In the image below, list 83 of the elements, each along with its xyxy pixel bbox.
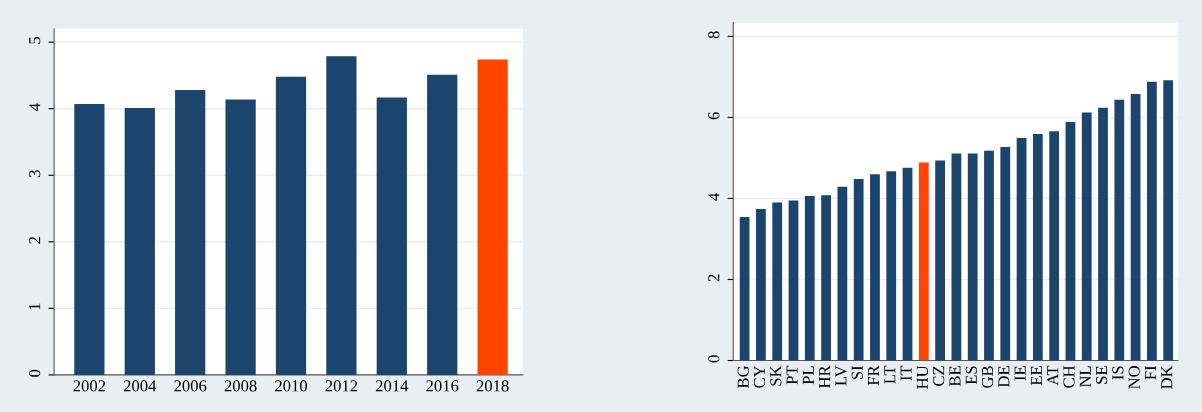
y-tick-label: 0 [708, 355, 720, 363]
x-tick-label: DK [1161, 365, 1173, 389]
bar [870, 174, 880, 361]
bar [739, 217, 750, 361]
x-tick-label: HR [819, 365, 831, 389]
bar [1065, 121, 1076, 361]
x-tick-label: 2012 [325, 380, 358, 392]
bar [1049, 131, 1060, 361]
y-tick-label: 1 [29, 303, 41, 310]
bar [935, 160, 945, 361]
y-tick-label: 2 [708, 274, 720, 282]
x-tick-label: LV [835, 365, 847, 386]
bar [326, 56, 357, 375]
bar [756, 209, 766, 361]
x-tick-label: CH [1063, 365, 1075, 388]
x-tick-label: 2004 [123, 380, 157, 392]
bar [427, 74, 458, 375]
y-tick-label: 5 [29, 37, 41, 44]
x-tick-label: 2002 [73, 380, 106, 392]
x-tick-label: 2018 [476, 380, 509, 392]
x-tick-label: PL [802, 366, 814, 385]
x-tick-label: SK [770, 365, 782, 386]
x-tick-label: EE [1030, 366, 1042, 386]
bar [837, 186, 848, 361]
x-tick-label: IT [900, 365, 912, 381]
x-tick-label: AT [1047, 365, 1059, 386]
x-tick-label: 2014 [375, 380, 409, 392]
bar [1000, 147, 1011, 361]
bar [376, 97, 407, 375]
bar [804, 196, 815, 361]
x-tick-label: SE [1095, 366, 1108, 384]
y-tick-label: 8 [708, 31, 720, 39]
bar [175, 90, 206, 375]
x-tick-label: CZ [933, 366, 945, 386]
x-tick-label: PT [786, 365, 798, 385]
bar [951, 153, 962, 361]
x-tick-label: GB [981, 366, 994, 388]
y-tick-label: 6 [708, 112, 720, 120]
x-tick-label: ES [965, 366, 977, 385]
x-tick-label: SI [851, 365, 863, 380]
bar [1016, 138, 1027, 361]
x-tick-label: FI [1144, 365, 1156, 380]
x-tick-label: 2006 [174, 380, 207, 392]
bar [788, 200, 799, 361]
bar [1114, 99, 1125, 361]
bar [1098, 107, 1108, 361]
x-tick-label: 2008 [224, 380, 257, 392]
x-tick-label: CY [753, 365, 766, 388]
bar [1147, 81, 1157, 361]
x-tick-label: 2010 [275, 380, 308, 392]
y-tick-label: 2 [29, 236, 41, 244]
y-tick-label: 3 [29, 170, 41, 178]
x-tick-label: BG [737, 365, 749, 389]
x-tick-label: HU [916, 365, 928, 389]
x-tick-label: NO [1128, 366, 1140, 389]
x-tick-label: FR [868, 365, 879, 386]
bar [918, 162, 929, 361]
bar [902, 167, 913, 361]
bar [984, 150, 994, 361]
bar [853, 179, 864, 361]
bar [772, 202, 783, 361]
bar [225, 99, 256, 375]
x-tick-label: IE [1014, 366, 1026, 381]
x-tick-label: 2016 [426, 380, 459, 392]
bar [74, 104, 105, 375]
bar [1130, 93, 1141, 361]
bar [1081, 112, 1092, 361]
x-tick-label: IS [1112, 366, 1124, 380]
bar [477, 59, 508, 375]
bar [1032, 134, 1043, 361]
bar [967, 153, 978, 361]
x-tick-label: DE [998, 366, 1010, 388]
y-tick-label: 4 [29, 103, 41, 111]
bar [275, 76, 307, 375]
bar [1163, 80, 1174, 361]
bar [124, 108, 155, 375]
x-tick-label: NL [1079, 366, 1091, 388]
bar [886, 171, 897, 361]
x-tick-label: BE [949, 366, 961, 387]
y-tick-label: 4 [708, 192, 720, 201]
bar [821, 195, 831, 361]
y-tick-label: 0 [29, 369, 41, 377]
x-tick-label: LT [884, 365, 896, 384]
